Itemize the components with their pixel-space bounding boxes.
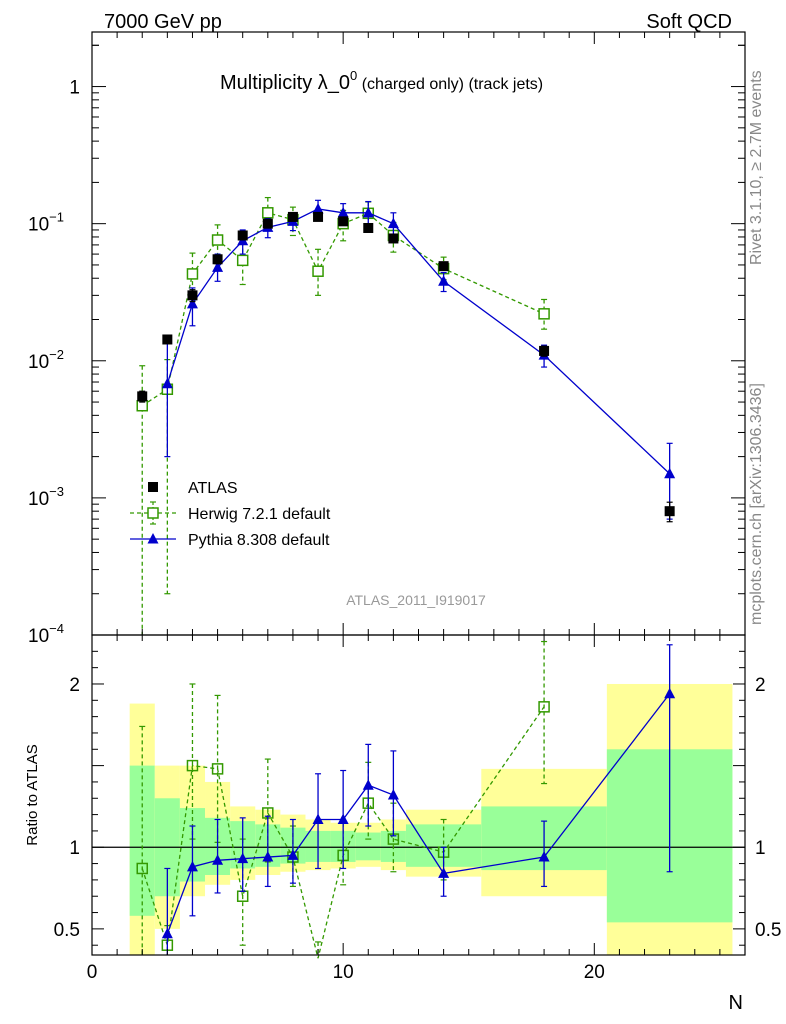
atlas-point xyxy=(363,222,374,233)
pythia-8-308-default-point xyxy=(312,202,324,214)
rivet-version-label: Rivet 3.1.10, ≥ 2.7M events xyxy=(748,70,765,265)
pythia-8-308-default-ratio-point xyxy=(212,854,224,865)
x-axis-label: N xyxy=(729,992,743,1014)
herwig-7-2-1-default-point xyxy=(211,234,224,246)
herwig-7-2-1-default-point xyxy=(262,207,274,219)
herwig-7-2-1-default-ratio-point xyxy=(211,763,224,775)
y-tick-label: 1 xyxy=(69,78,80,99)
herwig-7-2-1-default-ratio-point xyxy=(538,701,550,713)
pythia-8-308-default-point xyxy=(387,217,399,229)
ratio-y-tick-label-right: 2 xyxy=(755,675,766,696)
atlas-point xyxy=(438,261,449,272)
ratio-y-tick-label: 2 xyxy=(69,675,80,696)
herwig-7-2-1-default-ratio-point xyxy=(186,759,199,772)
herwig-7-2-1-default-line xyxy=(141,212,545,407)
ratio-y-tick-label-right: 0.5 xyxy=(755,920,781,941)
legend-marker-herwig-7-2-1-default xyxy=(147,507,159,519)
ratio-plot-layer xyxy=(92,640,745,959)
x-tick-label: 0 xyxy=(87,962,98,983)
ratio-axis-label: Ratio to ATLAS xyxy=(24,744,41,845)
title-rest: (charged only) (track jets) xyxy=(357,76,543,93)
atlas-point xyxy=(137,391,148,402)
pythia-8-308-default-ratio-point xyxy=(186,860,198,872)
analysis-id-label: ATLAS_2011_I919017 xyxy=(346,592,486,608)
atlas-point xyxy=(338,216,349,227)
header-right-label: Soft QCD xyxy=(646,11,732,33)
x-tick-label: 20 xyxy=(584,962,605,983)
pythia-8-308-default-point xyxy=(212,261,224,272)
pythia-8-308-default-point xyxy=(362,206,374,218)
atlas-point xyxy=(539,345,550,356)
atlas-point xyxy=(287,211,298,222)
ratio-y-tick-label: 0.5 xyxy=(54,920,80,941)
ratio-band-green xyxy=(355,832,381,861)
legend: ATLAS Herwig 7.2.1 default Pythia 8.308 de… xyxy=(130,480,331,549)
herwig-7-2-1-default-point xyxy=(236,254,249,267)
pythia-8-308-default-ratio-point xyxy=(237,852,249,864)
pythia-8-308-default-point xyxy=(337,206,349,218)
pythia-8-308-default-ratio-point xyxy=(287,849,299,860)
legend-marker-atlas xyxy=(148,482,158,492)
atlas-point xyxy=(388,233,399,244)
atlas-point xyxy=(162,334,173,345)
pythia-8-308-default-ratio-point xyxy=(538,851,550,862)
herwig-7-2-1-default-ratio-point xyxy=(136,862,148,875)
pythia-8-308-default-ratio-point xyxy=(362,779,374,790)
mcplots-site-label: mcplots.cern.ch [arXiv:1306.3436] xyxy=(748,383,765,625)
ratio-y-tick-label: 1 xyxy=(69,838,80,859)
ratio-y-tick-label-right: 1 xyxy=(755,838,766,859)
atlas-point xyxy=(212,254,223,265)
pythia-8-308-default-point xyxy=(438,275,450,286)
y-tick-label: 10−3 xyxy=(28,484,64,510)
pythia-8-308-default-ratio-point xyxy=(387,789,399,800)
main-plot-title: Multiplicity λ_00 (charged only) (track … xyxy=(220,68,543,94)
legend-label-atlas: ATLAS xyxy=(188,480,238,497)
pythia-8-308-default-ratio-point xyxy=(664,687,676,699)
herwig-7-2-1-default-point xyxy=(186,268,199,280)
atlas-point xyxy=(664,506,675,517)
y-tick-label: 10−1 xyxy=(28,210,64,236)
pythia-8-308-default-point xyxy=(664,467,676,479)
plot-frames: 0 10 20 1 10−1 10−2 10−3 10−4 2 2 1 1 0.5 0.5 xyxy=(28,31,781,983)
title-main: Multiplicity λ_0 xyxy=(220,72,350,94)
pythia-8-308-default-ratio-point xyxy=(337,813,349,824)
x-tick-label: 10 xyxy=(333,962,354,983)
pythia-8-308-default-point xyxy=(186,297,198,309)
pythia-8-308-default-point xyxy=(161,377,173,389)
y-tick-label: 10−2 xyxy=(28,347,64,373)
y-tick-label: 10−4 xyxy=(28,621,64,647)
herwig-7-2-1-default-point xyxy=(312,265,324,277)
header-left-label: 7000 GeV pp xyxy=(104,11,222,33)
atlas-point xyxy=(313,211,324,222)
legend-marker-pythia-8-308-default xyxy=(147,533,159,544)
herwig-7-2-1-default-point xyxy=(538,308,550,320)
pythia-8-308-default-ratio-point xyxy=(262,851,274,862)
pythia-8-308-default-ratio-point xyxy=(438,867,450,878)
main-data-layer xyxy=(136,196,676,635)
atlas-point xyxy=(262,218,273,229)
legend-label-herwig-7-2-1-default: Herwig 7.2.1 default xyxy=(188,506,331,523)
pythia-8-308-default-ratio-point xyxy=(312,813,324,824)
atlas-point xyxy=(237,230,248,241)
atlas-point xyxy=(187,290,198,301)
title-superscript: 0 xyxy=(350,68,357,83)
legend-label-pythia-8-308-default: Pythia 8.308 default xyxy=(188,532,330,549)
pythia-8-308-default-ratio-point xyxy=(161,927,173,939)
